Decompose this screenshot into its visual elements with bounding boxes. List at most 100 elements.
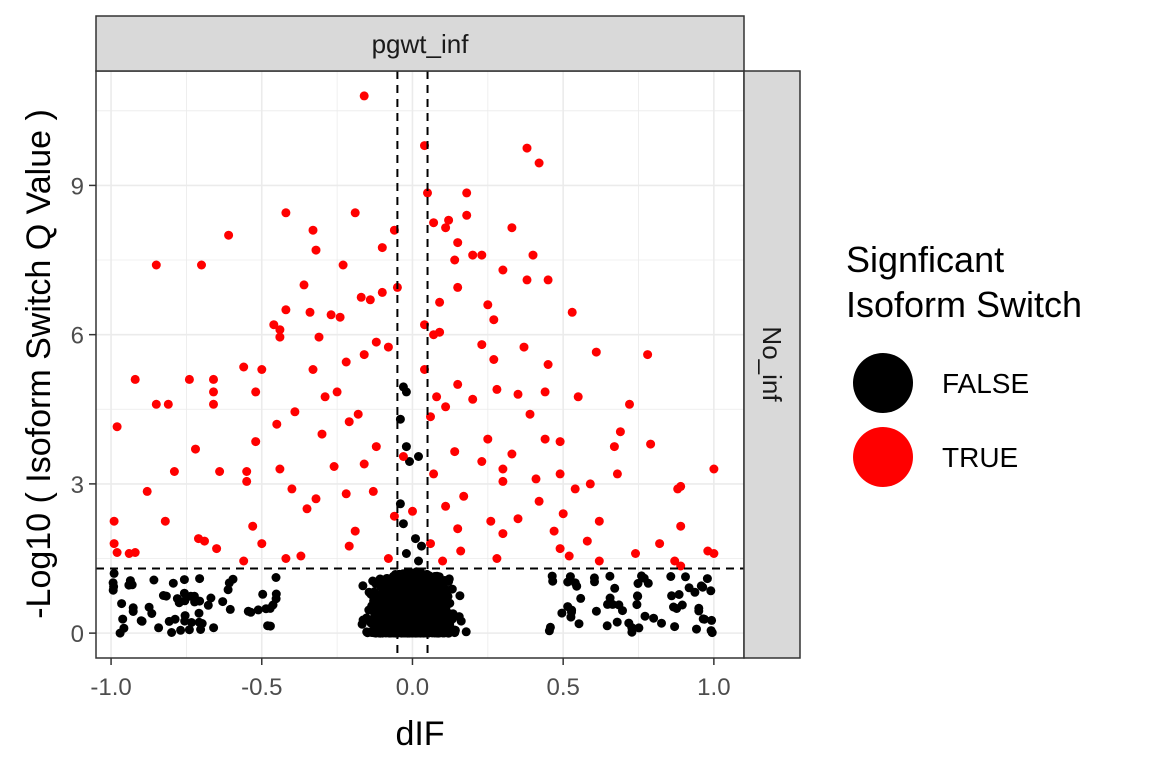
point-true xyxy=(275,325,285,335)
point-false xyxy=(590,577,599,587)
point-true xyxy=(609,442,619,452)
point-false xyxy=(225,604,235,614)
point-true xyxy=(498,529,508,539)
point-false xyxy=(253,605,263,615)
axis-ticks: -1.0 -0.5 0.0 0.5 1.0 0 3 6 9 xyxy=(71,173,731,701)
point-false xyxy=(369,625,379,635)
point-true xyxy=(670,556,680,566)
point-true xyxy=(429,469,439,479)
point-true xyxy=(477,250,487,260)
point-true xyxy=(435,297,445,307)
point-true xyxy=(426,539,435,549)
point-false xyxy=(168,578,178,588)
point-true xyxy=(359,350,369,360)
point-true xyxy=(242,467,252,476)
x-tick-label: -0.5 xyxy=(241,674,282,701)
facet-strip-right xyxy=(743,70,801,659)
legend-label-false: FALSE xyxy=(942,368,1029,399)
point-false xyxy=(180,616,190,626)
point-true xyxy=(112,422,122,432)
point-false xyxy=(410,596,420,606)
point-true xyxy=(570,484,580,494)
point-true xyxy=(317,429,327,439)
point-true xyxy=(453,238,463,248)
point-false xyxy=(161,591,171,601)
point-false xyxy=(369,596,379,606)
point-false xyxy=(124,580,134,590)
point-true xyxy=(492,554,502,563)
point-false xyxy=(445,623,455,633)
point-false xyxy=(375,574,385,584)
panel-area xyxy=(96,71,744,658)
point-false xyxy=(109,568,119,578)
point-true xyxy=(534,158,544,168)
point-true xyxy=(582,536,592,546)
point-true xyxy=(646,439,656,449)
point-true xyxy=(612,469,622,479)
point-true xyxy=(528,250,538,260)
point-true xyxy=(275,464,285,474)
point-true xyxy=(109,516,119,526)
point-true xyxy=(453,524,463,534)
point-true xyxy=(429,330,439,340)
point-true xyxy=(594,516,604,526)
point-false xyxy=(548,576,558,586)
point-false xyxy=(243,606,253,616)
legend-key-false xyxy=(853,353,913,413)
point-false xyxy=(366,618,376,628)
point-false xyxy=(706,626,716,636)
point-false xyxy=(432,623,442,633)
point-true xyxy=(112,548,122,557)
point-true xyxy=(272,419,282,429)
point-false xyxy=(149,575,159,585)
point-true xyxy=(239,362,249,372)
point-true xyxy=(197,260,206,270)
point-false xyxy=(698,614,708,624)
point-true xyxy=(519,342,529,352)
point-false xyxy=(565,572,575,582)
point-true xyxy=(109,539,119,549)
point-true xyxy=(525,409,535,419)
point-true xyxy=(615,427,625,437)
point-true xyxy=(329,462,339,471)
point-true xyxy=(350,526,360,536)
y-tick-label: 9 xyxy=(71,173,84,200)
point-false xyxy=(633,591,643,601)
y-tick-label: 3 xyxy=(71,472,84,499)
point-true xyxy=(462,210,472,220)
point-true xyxy=(498,476,508,486)
point-true xyxy=(709,549,719,558)
point-true xyxy=(498,265,508,275)
point-false xyxy=(195,596,205,606)
point-false xyxy=(369,587,379,597)
point-true xyxy=(296,551,306,561)
point-true xyxy=(311,494,321,504)
point-true xyxy=(308,365,318,374)
point-true xyxy=(438,556,448,566)
point-false xyxy=(414,556,423,566)
point-true xyxy=(320,392,330,402)
point-false xyxy=(401,598,410,607)
point-true xyxy=(673,484,683,494)
point-false xyxy=(702,574,712,584)
point-false xyxy=(570,578,580,588)
point-true xyxy=(555,544,565,554)
point-true xyxy=(631,549,640,558)
facet-strip-top-label: pgwt_inf xyxy=(372,29,470,59)
point-true xyxy=(441,501,451,511)
point-false xyxy=(610,583,620,593)
point-true xyxy=(468,250,478,260)
point-true xyxy=(555,437,565,447)
point-true xyxy=(299,280,309,290)
point-false xyxy=(417,541,426,551)
point-true xyxy=(269,320,279,330)
point-true xyxy=(169,467,179,476)
point-false xyxy=(136,616,146,626)
point-false xyxy=(637,571,646,581)
point-true xyxy=(522,275,532,285)
point-true xyxy=(643,350,653,360)
point-true xyxy=(257,365,267,374)
point-false xyxy=(271,589,281,599)
point-true xyxy=(248,521,258,531)
point-false xyxy=(681,572,690,582)
